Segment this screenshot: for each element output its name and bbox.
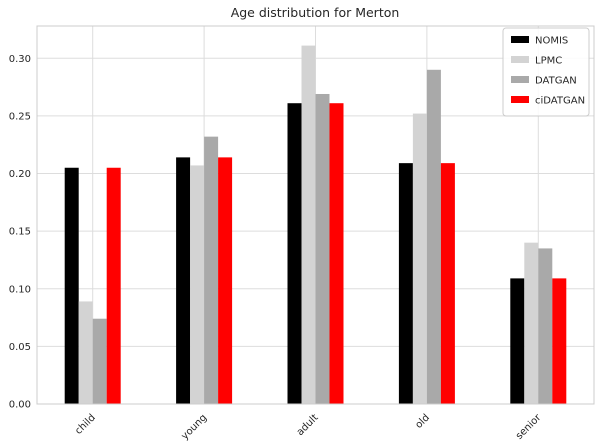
bar-nomis-adult <box>287 103 302 405</box>
chart-title: Age distribution for Merton <box>231 5 400 20</box>
y-tick-label: 0.20 <box>9 169 31 180</box>
bar-lpmc-young <box>190 165 205 404</box>
y-tick-label: 0.00 <box>9 400 31 411</box>
bar-cidatgan-young <box>218 157 233 404</box>
x-tick-label: adult <box>295 412 321 438</box>
bar-lpmc-child <box>78 301 93 404</box>
bar-nomis-child <box>64 167 79 404</box>
legend-label-cidatgan: ciDATGAN <box>535 96 585 107</box>
plot-frame <box>36 25 595 405</box>
legend-swatch-nomis <box>511 36 529 43</box>
legend-label-datgan: DATGAN <box>535 76 577 87</box>
bars <box>64 45 567 405</box>
legend-swatch-datgan <box>511 76 529 83</box>
y-axis-ticks: 0.00 0.05 0.10 0.15 0.20 0.25 0.30 <box>9 54 31 411</box>
bar-datgan-senior <box>538 248 553 404</box>
bar-lpmc-adult <box>301 45 316 405</box>
x-axis-ticks: child young adult old senior <box>73 412 544 442</box>
legend-label-lpmc: LPMC <box>535 56 562 67</box>
y-tick-label: 0.15 <box>9 227 31 238</box>
legend-swatch-cidatgan <box>511 96 529 103</box>
bar-cidatgan-old <box>440 163 455 404</box>
y-tick-label: 0.25 <box>9 111 31 122</box>
bar-cidatgan-adult <box>329 103 344 405</box>
bar-datgan-adult <box>315 93 330 405</box>
bar-datgan-young <box>204 136 219 404</box>
y-tick-label: 0.05 <box>9 342 31 353</box>
bar-nomis-old <box>398 163 413 404</box>
bar-nomis-senior <box>510 278 525 404</box>
y-tick-label: 0.30 <box>9 54 31 65</box>
legend-box <box>502 27 590 117</box>
bar-cidatgan-senior <box>552 278 567 404</box>
bar-lpmc-old <box>412 113 427 405</box>
bar-datgan-old <box>426 69 441 404</box>
legend-label-nomis: NOMIS <box>535 36 568 47</box>
legend: NOMIS LPMC DATGAN ciDATGAN <box>502 27 590 117</box>
bar-nomis-young <box>176 157 191 404</box>
bar-datgan-child <box>92 318 107 404</box>
y-tick-label: 0.10 <box>9 284 31 295</box>
bar-cidatgan-child <box>106 167 121 404</box>
legend-swatch-lpmc <box>511 56 529 63</box>
x-tick-label: child <box>73 412 98 437</box>
x-tick-label: old <box>413 412 432 431</box>
x-tick-label: senior <box>514 412 544 442</box>
x-tick-label: young <box>179 412 209 442</box>
bar-lpmc-senior <box>524 242 539 404</box>
